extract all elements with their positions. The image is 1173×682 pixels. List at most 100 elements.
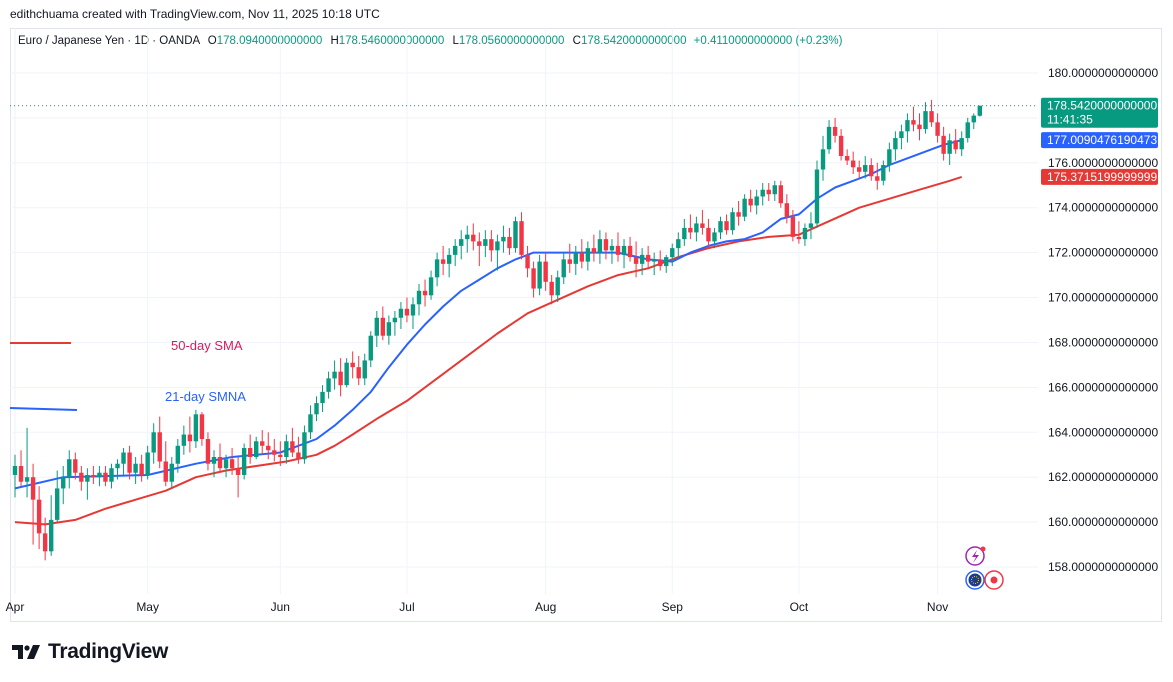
candle bbox=[664, 254, 669, 273]
candle-body bbox=[694, 223, 699, 233]
candle-body bbox=[55, 488, 60, 520]
brand-name: TradingView bbox=[48, 640, 169, 663]
candle-body bbox=[531, 268, 536, 289]
candle-body bbox=[199, 414, 205, 440]
candle-body bbox=[61, 477, 66, 489]
candle-body bbox=[127, 452, 132, 473]
y-tick-label: 158.0000000000000 bbox=[1048, 560, 1158, 574]
candle bbox=[332, 360, 337, 390]
eu-flag-icon[interactable] bbox=[965, 570, 985, 590]
y-tick-label: 176.0000000000000 bbox=[1048, 156, 1158, 170]
candle-body bbox=[784, 203, 790, 217]
candle-body bbox=[633, 257, 639, 264]
candle bbox=[61, 465, 66, 505]
candle-body bbox=[380, 317, 386, 336]
candle bbox=[350, 351, 355, 379]
candle-body bbox=[965, 122, 970, 139]
candle-body bbox=[869, 165, 874, 177]
candle-body bbox=[603, 239, 609, 251]
candle-body bbox=[368, 335, 373, 361]
last-price-box bbox=[1041, 97, 1158, 128]
candle-body bbox=[48, 519, 54, 552]
candle bbox=[229, 448, 235, 475]
low-value: 178.0560000000000 bbox=[458, 35, 565, 47]
lightning-icon[interactable] bbox=[965, 546, 986, 566]
candle bbox=[724, 214, 729, 235]
tradingview-logo[interactable]: TradingView bbox=[12, 640, 168, 664]
candle bbox=[483, 230, 488, 258]
chart-frame bbox=[10, 28, 1162, 622]
candle-body bbox=[712, 232, 717, 242]
candle bbox=[163, 441, 168, 487]
candle-body bbox=[459, 239, 464, 246]
candle bbox=[495, 234, 500, 271]
candle bbox=[67, 450, 72, 489]
candle-body bbox=[911, 120, 916, 125]
candle-body bbox=[211, 457, 217, 464]
candle bbox=[356, 355, 361, 386]
candle-body bbox=[477, 241, 482, 246]
candle bbox=[320, 385, 325, 413]
symbol-title[interactable]: Euro / Japanese Yen · 1D · OANDA bbox=[18, 35, 200, 47]
candle bbox=[199, 412, 205, 446]
candle bbox=[260, 430, 265, 455]
candle-body bbox=[814, 169, 820, 224]
candle bbox=[410, 297, 416, 329]
candle bbox=[742, 194, 747, 222]
candle-body bbox=[507, 236, 512, 249]
candle-body bbox=[416, 290, 422, 305]
x-tick-label: Nov bbox=[927, 600, 948, 614]
candle-body bbox=[609, 245, 615, 251]
y-tick-label: 164.0000000000000 bbox=[1048, 425, 1158, 439]
close-value: 178.5420000000000 bbox=[580, 35, 687, 47]
candle-body bbox=[736, 212, 741, 217]
candle bbox=[766, 183, 771, 201]
candle bbox=[416, 284, 422, 316]
candle-body bbox=[241, 448, 247, 475]
candle-body bbox=[151, 432, 156, 453]
candle bbox=[850, 151, 856, 175]
candle bbox=[422, 279, 428, 307]
candle bbox=[772, 180, 777, 201]
candle bbox=[796, 221, 802, 244]
y-tick-label: 180.0000000000000 bbox=[1048, 66, 1158, 80]
candle bbox=[579, 239, 585, 269]
candle-body bbox=[748, 198, 753, 206]
candle bbox=[205, 432, 211, 471]
close-label: C bbox=[572, 35, 581, 47]
candle bbox=[971, 113, 976, 130]
sma21-value-box bbox=[1041, 132, 1158, 149]
candle-body bbox=[181, 434, 187, 446]
jp-flag-icon[interactable] bbox=[984, 570, 1004, 590]
candle-body bbox=[247, 448, 253, 457]
candle bbox=[537, 254, 542, 296]
candle bbox=[217, 443, 223, 473]
high-value: 178.5460000000000 bbox=[338, 35, 445, 47]
candle-body bbox=[30, 477, 36, 500]
candle bbox=[109, 463, 114, 489]
candle-body bbox=[302, 432, 307, 460]
sma50-line bbox=[14, 175, 963, 526]
candle bbox=[911, 106, 916, 132]
candle bbox=[459, 230, 464, 260]
candle-body bbox=[428, 277, 434, 296]
candle bbox=[55, 470, 60, 523]
candle-body bbox=[875, 176, 880, 181]
candle bbox=[561, 252, 566, 285]
candle-body bbox=[664, 257, 669, 267]
candle-body bbox=[543, 261, 548, 282]
candle bbox=[881, 160, 886, 186]
candle-body bbox=[85, 474, 90, 482]
candle-body bbox=[700, 223, 705, 228]
candle bbox=[591, 234, 597, 262]
candle bbox=[802, 223, 808, 246]
candle bbox=[440, 245, 446, 276]
candle bbox=[567, 243, 572, 273]
candle-body bbox=[452, 245, 458, 255]
candle-body bbox=[658, 259, 663, 267]
candle bbox=[428, 270, 434, 300]
candle-body bbox=[935, 122, 940, 136]
candle bbox=[121, 448, 126, 475]
candle-body bbox=[778, 185, 784, 204]
